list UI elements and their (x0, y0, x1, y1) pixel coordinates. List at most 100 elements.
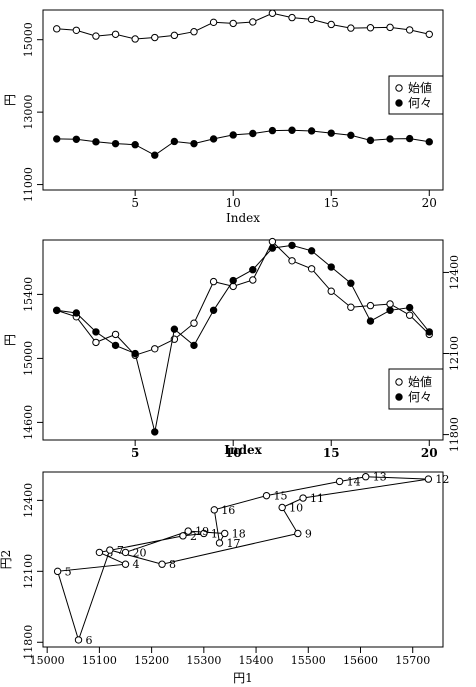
plot2-point-s1 (151, 345, 159, 353)
plot3-xlabel: 円1 (233, 671, 253, 685)
plot1-legend-marker (395, 84, 403, 92)
plot3-point (158, 560, 166, 568)
plot1-legend-label: 始値 (408, 80, 432, 95)
plot2-x-tick-label: 15 (323, 446, 340, 460)
plot1-point-s2 (151, 151, 159, 159)
plot1-ylabel: 円 (3, 94, 17, 106)
plot3-point-label: 17 (227, 537, 241, 550)
plot3-point (106, 546, 114, 554)
plot2-legend-label: 何々 (408, 390, 432, 404)
plot3-x-tick-label: 15700 (395, 654, 430, 667)
plot2-point-s2 (190, 341, 198, 350)
plot2-y-right-tick-label: 11800 (448, 417, 461, 452)
plot1-point-s2 (327, 129, 335, 137)
plot2-series-line-1 (56, 240, 430, 356)
plot1-x-tick-label: 20 (422, 196, 437, 210)
plot1-y-tick-label: 15000 (22, 22, 35, 57)
plot1-legend-label: 何々 (408, 96, 432, 110)
plot1-y-tick-label: 11000 (22, 167, 35, 202)
plot2-x-tick-label: 20 (421, 446, 438, 460)
plot1-point-s2 (268, 126, 277, 135)
plot1-point-s1 (92, 32, 100, 40)
plot1-point-s2 (366, 136, 375, 145)
plot2-y-right-tick-label: 12400 (448, 255, 461, 290)
plot2-x-tick-label: 5 (131, 446, 139, 460)
plot2-point-s1 (268, 237, 277, 246)
plot3-x-tick-label: 15500 (291, 654, 326, 667)
plot2-point-s1 (366, 301, 375, 310)
plot2-point-s2 (366, 317, 375, 325)
plot3-point-label: 16 (221, 504, 235, 517)
plot3-point-label: 6 (86, 634, 93, 647)
plot3-point (278, 503, 286, 512)
plot2-point-s2 (249, 266, 257, 274)
plot3-y-tick-label: 12400 (22, 483, 35, 518)
plot1-y-tick-label: 13000 (22, 95, 35, 130)
plot1-point-s1 (190, 28, 198, 36)
plot2-point-s1 (327, 287, 335, 295)
plot3-point-label: 20 (133, 546, 147, 559)
plot1-point-s1 (209, 18, 218, 27)
plot3-point (53, 567, 62, 576)
plot2-point-s1 (92, 338, 100, 347)
plot3-point-label: 4 (133, 558, 140, 571)
plot2-point-s2 (405, 303, 414, 312)
plot1-point-s1 (347, 24, 355, 32)
plot1-point-s2 (92, 138, 100, 146)
plot2-point-s1 (209, 277, 218, 286)
plot3-point (95, 548, 104, 557)
plot2-point-s1 (386, 300, 394, 308)
plot1-point-s1 (72, 26, 81, 34)
plot3-point-label: 18 (232, 527, 246, 540)
plot3-point (179, 532, 187, 540)
plot1-point-s1 (386, 23, 394, 32)
plot2-xlabel: Index (224, 443, 262, 457)
plot3-point (299, 494, 307, 502)
plot2-point-s2 (386, 306, 394, 314)
plot1-point-s1 (288, 13, 296, 22)
plot3-point-label: 14 (347, 475, 361, 488)
plot2-point-s1 (190, 319, 198, 327)
plot1-point-s2 (53, 135, 61, 143)
plot2-y-right-tick-label: 12100 (448, 336, 461, 371)
plot3-point (200, 529, 208, 538)
plot3-path-line (56, 476, 429, 642)
plot1-point-s1 (131, 35, 139, 43)
plot2-y-left-tick-label: 15400 (22, 277, 35, 312)
plot3-point-label: 1 (211, 527, 218, 540)
plot1-point-s2 (288, 126, 296, 134)
plot3-point-label: 8 (169, 558, 176, 571)
plot2-y-left-tick-label: 15000 (22, 341, 35, 376)
plot3-point (262, 491, 271, 500)
plot2-point-s2 (131, 349, 139, 358)
plot3-x-tick-label: 15600 (343, 654, 378, 667)
plot2-point-s1 (288, 257, 296, 265)
plot1-point-s2 (131, 141, 139, 149)
plot1-point-s1 (229, 19, 237, 28)
plot3-x-tick-label: 15300 (186, 654, 221, 667)
plot1-legend-box (388, 75, 444, 115)
plot1-legend-marker (395, 99, 403, 107)
plot2-point-s1 (111, 330, 120, 339)
plot2-point-s2 (327, 263, 335, 271)
plot2-legend-box (388, 368, 444, 410)
plot1-x-tick-label: 5 (131, 196, 139, 210)
plot2-legend-marker (395, 393, 403, 401)
plot2-point-s2 (288, 241, 296, 250)
plot2-point-s2 (307, 247, 316, 255)
plot3-point (210, 506, 218, 514)
plot1-point-s1 (268, 9, 277, 17)
plot1-point-s1 (170, 31, 179, 40)
plot1-point-s2 (190, 139, 198, 148)
plot2-point-s2 (209, 306, 218, 314)
plot3-point (362, 473, 370, 481)
plot3-x-tick-label: 15400 (239, 654, 274, 667)
plot1-point-s1 (327, 20, 335, 29)
plot3-point (184, 527, 192, 535)
plot3-x-tick-label: 15100 (82, 654, 117, 667)
plot3-point-label: 7 (117, 544, 124, 557)
plot3-point-label: 9 (305, 527, 312, 540)
plot2-point-s2 (92, 328, 100, 336)
plot1-point-s2 (72, 135, 81, 143)
